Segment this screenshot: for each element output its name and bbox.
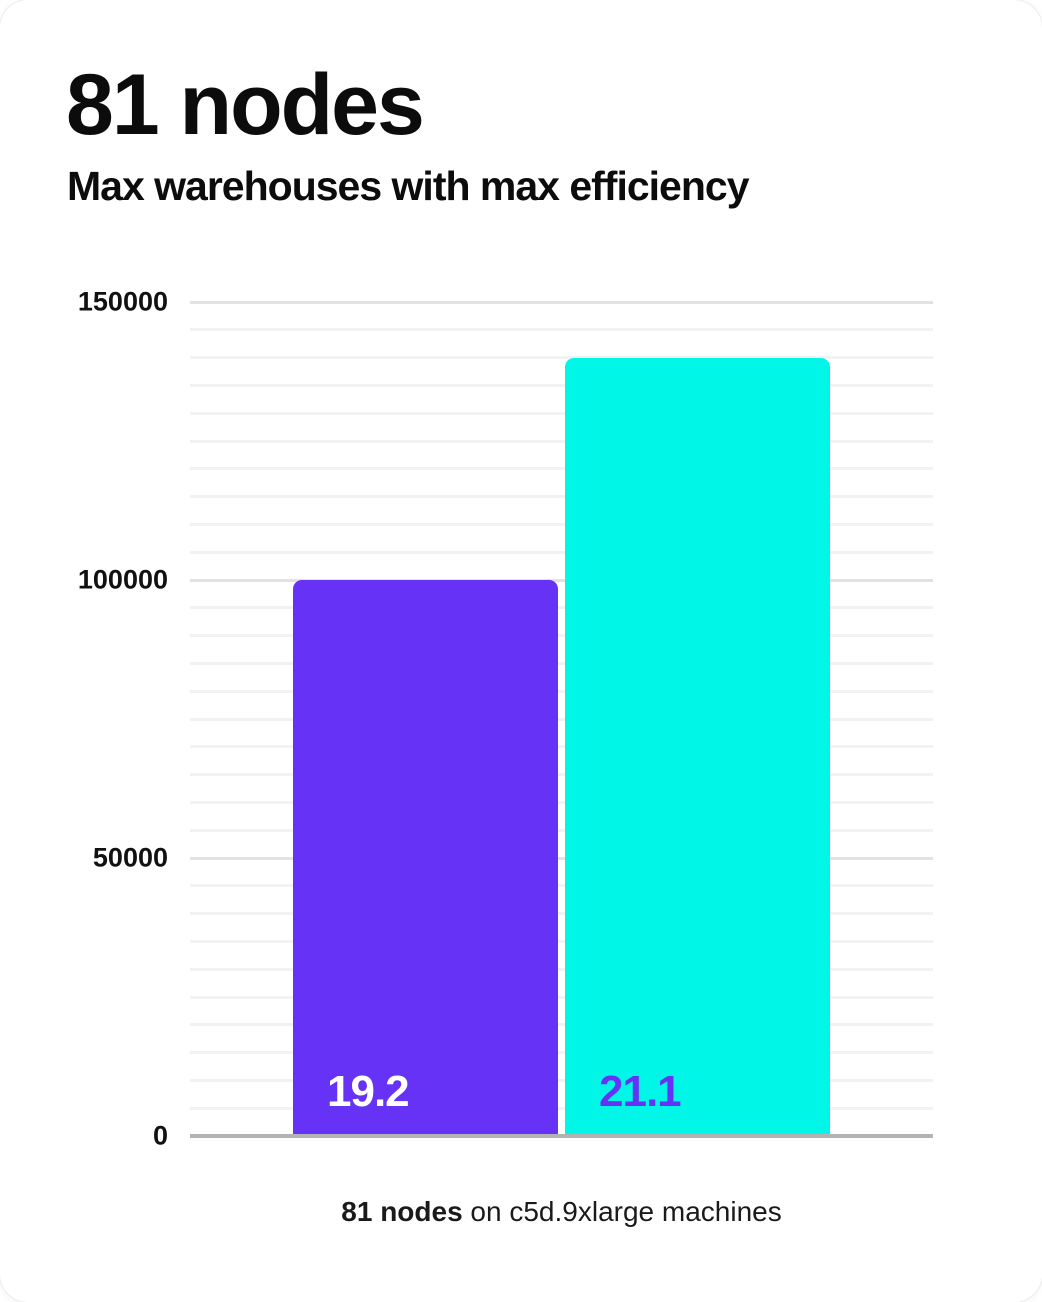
gridline-minor [190, 1106, 933, 1110]
gridline-minor [190, 550, 933, 554]
gridline-minor [190, 634, 933, 638]
gridline-minor [190, 1023, 933, 1027]
gridline-minor [190, 745, 933, 749]
bar-value-label: 19.2 [327, 1067, 410, 1116]
gridline-minor [190, 439, 933, 443]
gridline-minor [190, 661, 933, 665]
gridline-minor [190, 773, 933, 777]
chart-subtitle: Max warehouses with max efficiency [67, 163, 749, 209]
y-tick-label: 0 [152, 1120, 168, 1151]
x-axis-line [190, 1134, 933, 1138]
gridline-minor [190, 467, 933, 471]
chart-title: 81 nodes [66, 57, 425, 153]
gridline-major [190, 578, 933, 582]
caption-machine-type: on c5d.9xlarge machines [462, 1196, 782, 1227]
y-tick-label: 100000 [77, 564, 168, 595]
gridline-minor [190, 912, 933, 916]
gridline-minor [190, 328, 933, 332]
gridline-major [190, 856, 933, 860]
gridline-minor [190, 689, 933, 693]
bar-19-2: 19.2 [293, 580, 558, 1136]
y-tick-label: 150000 [77, 286, 168, 317]
gridline-minor [190, 800, 933, 804]
y-axis-labels: 0 50000 100000 150000 [40, 287, 168, 1151]
gridline-minor [190, 939, 933, 943]
gridline-minor [190, 522, 933, 526]
gridline-minor [190, 606, 933, 610]
gridline-minor [190, 884, 933, 888]
bar-21-1: 21.1 [565, 357, 830, 1136]
plot-area: 19.2 21.1 [190, 300, 933, 1138]
caption-node-count: 81 nodes [341, 1196, 463, 1227]
y-tick-label: 50000 [92, 842, 168, 873]
bar-value-label: 21.1 [599, 1067, 682, 1116]
gridline-minor [190, 411, 933, 415]
gridline-minor [190, 383, 933, 387]
gridline-minor [190, 995, 933, 999]
gridline-minor [190, 495, 933, 499]
gridline-minor [190, 1078, 933, 1082]
gridline-minor [190, 717, 933, 721]
chart-caption: 81 nodes on c5d.9xlarge machines [190, 1196, 933, 1228]
gridline-major [190, 300, 933, 304]
gridline-minor [190, 356, 933, 360]
gridline-minor [190, 1051, 933, 1055]
gridline-minor [190, 967, 933, 971]
gridline-minor [190, 828, 933, 832]
